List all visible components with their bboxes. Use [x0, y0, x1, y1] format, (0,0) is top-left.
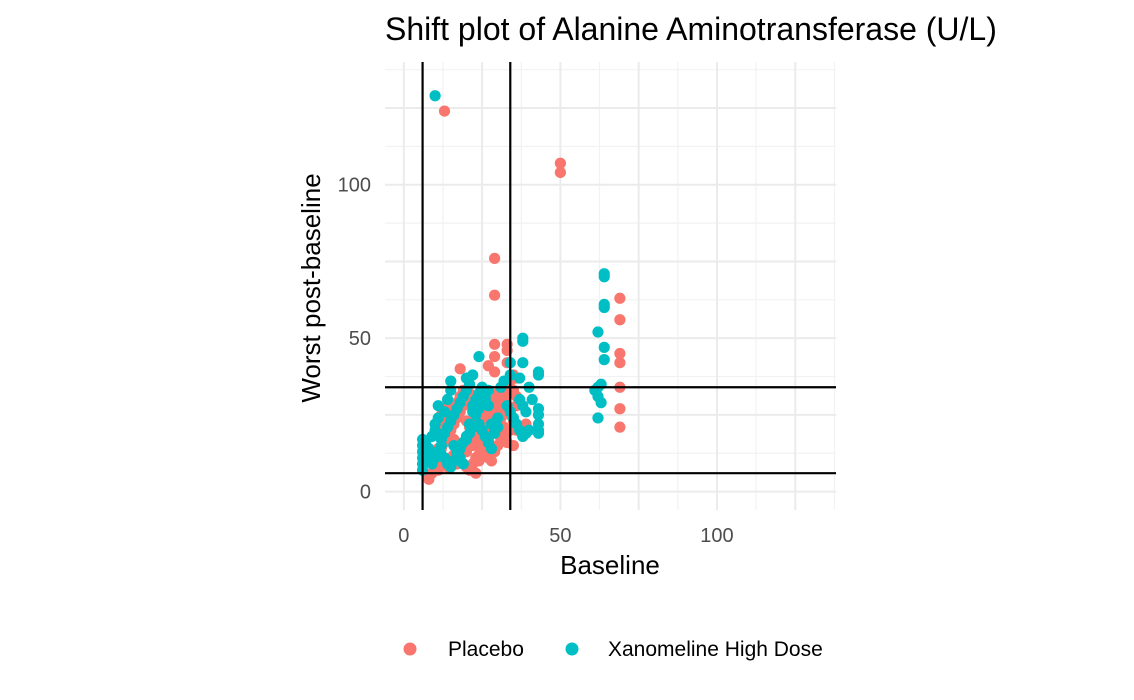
y-tick-label: 0 — [360, 482, 371, 504]
data-point — [438, 406, 451, 418]
data-point — [489, 252, 501, 264]
data-point — [532, 369, 545, 381]
data-point — [489, 338, 501, 350]
data-point — [532, 409, 545, 421]
data-point — [492, 412, 504, 424]
data-point — [457, 458, 469, 470]
legend-placebo-marker — [403, 642, 417, 656]
data-point — [614, 403, 626, 415]
data-point — [526, 393, 538, 406]
data-point — [520, 406, 532, 418]
data-point — [517, 357, 529, 369]
data-point — [592, 326, 604, 338]
data-point — [598, 354, 610, 366]
data-point — [429, 90, 441, 102]
data-point — [492, 421, 504, 433]
data-point — [614, 357, 626, 369]
data-point — [498, 375, 510, 387]
data-point — [598, 341, 610, 353]
xanomeline-high-dose-series — [416, 90, 610, 476]
data-point — [592, 412, 604, 424]
y-tick-label: 100 — [338, 175, 371, 197]
legend-xanomeline-marker — [565, 642, 579, 656]
data-point — [614, 292, 626, 304]
y-axis-title: Worst post-baseline — [296, 173, 326, 402]
minor-gridlines — [385, 62, 836, 510]
data-point — [554, 157, 566, 169]
data-point — [595, 397, 607, 409]
data-point — [463, 418, 476, 430]
data-point — [445, 375, 457, 387]
data-point — [517, 335, 529, 347]
x-tick-label: 100 — [700, 525, 733, 547]
data-point — [489, 350, 501, 363]
data-point — [614, 421, 626, 433]
data-point — [485, 455, 498, 467]
data-point — [435, 439, 447, 452]
x-tick-label: 0 — [398, 525, 409, 547]
legend: Placebo Xanomeline High Dose — [403, 638, 823, 661]
data-point — [554, 166, 566, 179]
data-point — [514, 372, 526, 384]
data-point — [467, 458, 479, 470]
data-point — [614, 314, 626, 326]
x-axis-ticks: 0 50 100 — [398, 525, 733, 547]
data-point — [485, 443, 498, 455]
data-point — [482, 400, 494, 412]
y-tick-label: 50 — [349, 328, 371, 350]
data-point — [460, 430, 473, 442]
data-point — [489, 289, 501, 301]
data-point — [454, 363, 466, 375]
x-tick-label: 50 — [549, 525, 571, 547]
data-point — [532, 427, 545, 439]
data-point — [473, 350, 485, 363]
x-axis-title: Baseline — [560, 550, 660, 580]
data-point — [489, 366, 501, 378]
data-point — [423, 443, 435, 455]
data-point — [438, 105, 451, 117]
data-point — [598, 301, 610, 314]
legend-placebo-label: Placebo — [448, 638, 524, 661]
data-point — [598, 271, 610, 283]
reference-lines — [385, 62, 836, 510]
data-point — [523, 424, 535, 436]
data-point — [442, 393, 454, 406]
y-axis-ticks: 0 50 100 — [338, 175, 371, 504]
legend-xanomeline-label: Xanomeline High Dose — [608, 638, 823, 661]
chart-title: Shift plot of Alanine Aminotransferase (… — [385, 11, 997, 47]
data-point — [614, 347, 626, 360]
data-point — [467, 406, 479, 418]
